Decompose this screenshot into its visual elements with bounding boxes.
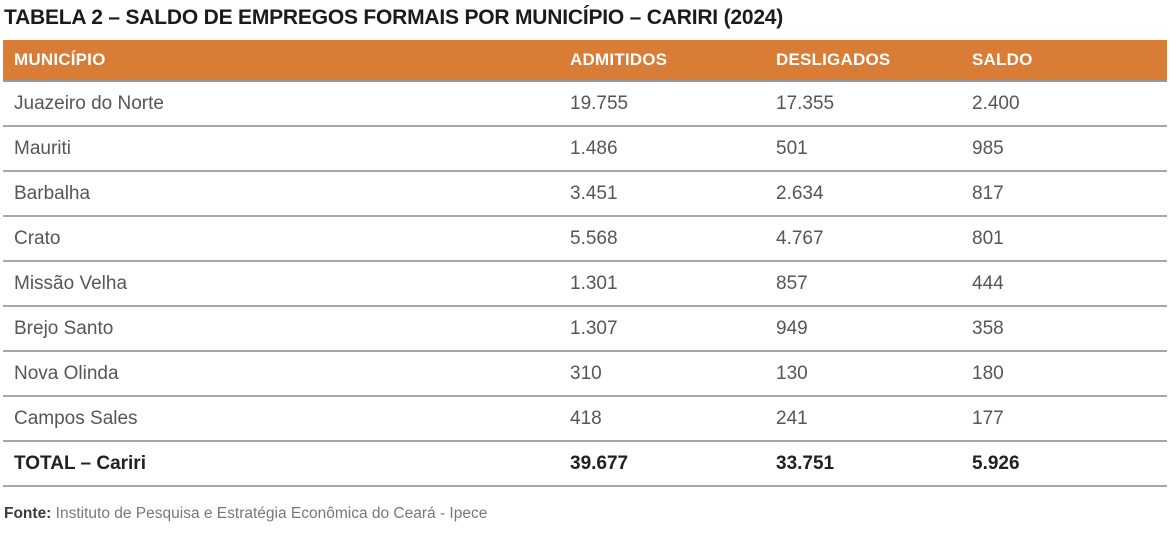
header-row: MUNICÍPIO ADMITIDOS DESLIGADOS SALDO — [3, 40, 1167, 82]
cell-desligados: 4.767 — [761, 216, 957, 262]
cell-admitidos: 1.486 — [555, 126, 761, 172]
cell-saldo: 985 — [957, 126, 1167, 172]
source-note: Fonte: Instituto de Pesquisa e Estratégi… — [3, 504, 1167, 524]
total-cell-saldo: 5.926 — [957, 441, 1167, 487]
cell-municipio: Campos Sales — [3, 396, 555, 442]
column-header-desligados: DESLIGADOS — [761, 40, 957, 82]
cell-saldo: 2.400 — [957, 81, 1167, 127]
column-header-municipio: MUNICÍPIO — [3, 40, 555, 82]
cell-municipio: Brejo Santo — [3, 306, 555, 352]
cell-admitidos: 3.451 — [555, 171, 761, 217]
table-row: Campos Sales 418 241 177 — [3, 396, 1167, 442]
cell-municipio: Barbalha — [3, 171, 555, 217]
total-cell-desligados: 33.751 — [761, 441, 957, 487]
table-row: Barbalha 3.451 2.634 817 — [3, 171, 1167, 217]
table-row: Crato 5.568 4.767 801 — [3, 216, 1167, 262]
cell-saldo: 180 — [957, 351, 1167, 397]
table-row: Brejo Santo 1.307 949 358 — [3, 306, 1167, 352]
cell-admitidos: 418 — [555, 396, 761, 442]
column-header-saldo: SALDO — [957, 40, 1167, 82]
cell-desligados: 130 — [761, 351, 957, 397]
cell-municipio: Mauriti — [3, 126, 555, 172]
cell-municipio: Missão Velha — [3, 261, 555, 307]
cell-desligados: 501 — [761, 126, 957, 172]
cell-admitidos: 19.755 — [555, 81, 761, 127]
cell-saldo: 444 — [957, 261, 1167, 307]
source-label: Fonte: — [4, 505, 52, 522]
cell-saldo: 358 — [957, 306, 1167, 352]
table-total: TOTAL – Cariri 39.677 33.751 5.926 — [3, 441, 1167, 487]
cell-saldo: 177 — [957, 396, 1167, 442]
column-header-admitidos: ADMITIDOS — [555, 40, 761, 82]
cell-desligados: 17.355 — [761, 81, 957, 127]
total-cell-municipio: TOTAL – Cariri — [3, 441, 555, 487]
cell-municipio: Nova Olinda — [3, 351, 555, 397]
cell-desligados: 2.634 — [761, 171, 957, 217]
table-row: Missão Velha 1.301 857 444 — [3, 261, 1167, 307]
total-row: TOTAL – Cariri 39.677 33.751 5.926 — [3, 441, 1167, 487]
cell-saldo: 817 — [957, 171, 1167, 217]
table-header: MUNICÍPIO ADMITIDOS DESLIGADOS SALDO — [3, 40, 1167, 82]
cell-admitidos: 5.568 — [555, 216, 761, 262]
total-cell-admitidos: 39.677 — [555, 441, 761, 487]
cell-desligados: 241 — [761, 396, 957, 442]
source-text: Instituto de Pesquisa e Estratégia Econô… — [55, 505, 488, 522]
table-row: Nova Olinda 310 130 180 — [3, 351, 1167, 397]
cell-admitidos: 1.301 — [555, 261, 761, 307]
cell-municipio: Crato — [3, 216, 555, 262]
cell-admitidos: 1.307 — [555, 306, 761, 352]
table-title: TABELA 2 – SALDO DE EMPREGOS FORMAIS POR… — [4, 6, 784, 29]
employment-table: MUNICÍPIO ADMITIDOS DESLIGADOS SALDO Jua… — [3, 40, 1167, 487]
table-body: Juazeiro do Norte 19.755 17.355 2.400 Ma… — [3, 81, 1167, 442]
cell-desligados: 857 — [761, 261, 957, 307]
cell-admitidos: 310 — [555, 351, 761, 397]
table-row: Mauriti 1.486 501 985 — [3, 126, 1167, 172]
cell-desligados: 949 — [761, 306, 957, 352]
cell-municipio: Juazeiro do Norte — [3, 81, 555, 127]
table-row: Juazeiro do Norte 19.755 17.355 2.400 — [3, 81, 1167, 127]
cell-saldo: 801 — [957, 216, 1167, 262]
